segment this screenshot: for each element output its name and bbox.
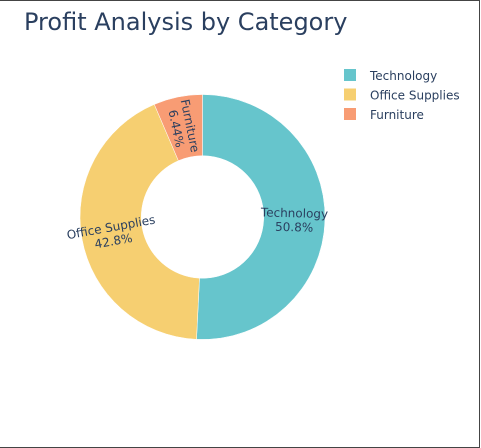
legend-swatch [344, 88, 356, 101]
chart-title: Profit Analysis by Category [24, 8, 348, 36]
legend-item-technology[interactable]: Technology [344, 69, 437, 83]
legend-label: Technology [369, 69, 437, 83]
legend-item-furniture[interactable]: Furniture [344, 108, 424, 122]
legend-swatch [344, 69, 356, 81]
slice-office-supplies[interactable] [79, 104, 200, 340]
legend-label: Office Supplies [370, 89, 460, 103]
legend: Technology Office Supplies Furniture [344, 69, 460, 122]
pie-slices [79, 94, 326, 340]
slice-label-percent: 42.8% [93, 231, 133, 252]
slice-furniture[interactable] [153, 94, 203, 162]
slice-label-name: Technology [260, 205, 329, 221]
slice-label-technology: Technology50.8% [259, 205, 328, 235]
slice-label-percent: 50.8% [275, 220, 313, 235]
legend-item-office-supplies[interactable]: Office Supplies [344, 88, 460, 103]
legend-swatch [344, 108, 356, 120]
legend-label: Furniture [370, 108, 424, 122]
